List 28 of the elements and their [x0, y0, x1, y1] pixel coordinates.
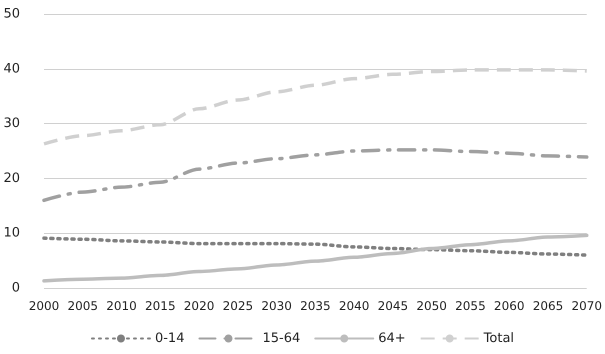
x-tick-label: 2025 [222, 299, 254, 313]
x-tick-label: 2010 [106, 299, 137, 313]
x-tick-label: 2000 [28, 299, 60, 313]
legend-label: 64+ [378, 331, 406, 346]
y-tick-label: 50 [3, 6, 20, 22]
line-series [42, 148, 588, 202]
x-tick-label: 2020 [184, 299, 214, 313]
x-tick-label: 2030 [261, 299, 292, 313]
y-tick-label: 20 [3, 170, 20, 186]
line-series [42, 234, 588, 283]
x-tick-label: 2065 [532, 299, 564, 313]
x-tick-label: 2005 [67, 299, 98, 313]
x-tick-label: 2040 [338, 299, 370, 313]
y-tick-label: 10 [3, 226, 20, 241]
legend-label: 0-14 [154, 331, 184, 346]
line-series [42, 236, 588, 257]
x-tick-label: 2070 [571, 299, 602, 313]
x-tick-label: 2015 [145, 299, 176, 313]
y-tick-label: 30 [3, 116, 20, 132]
x-tick-label: 2035 [300, 299, 331, 313]
x-tick-label: 2050 [416, 299, 447, 313]
legend-label: Total [482, 331, 514, 346]
x-tick-label: 2060 [494, 299, 524, 313]
y-tick-label: 40 [3, 61, 20, 76]
legend-label: 15-64 [262, 331, 300, 346]
x-tick-label: 2045 [378, 299, 408, 313]
y-tick-label: 0 [12, 280, 20, 296]
x-tick-label: 2055 [455, 299, 486, 313]
